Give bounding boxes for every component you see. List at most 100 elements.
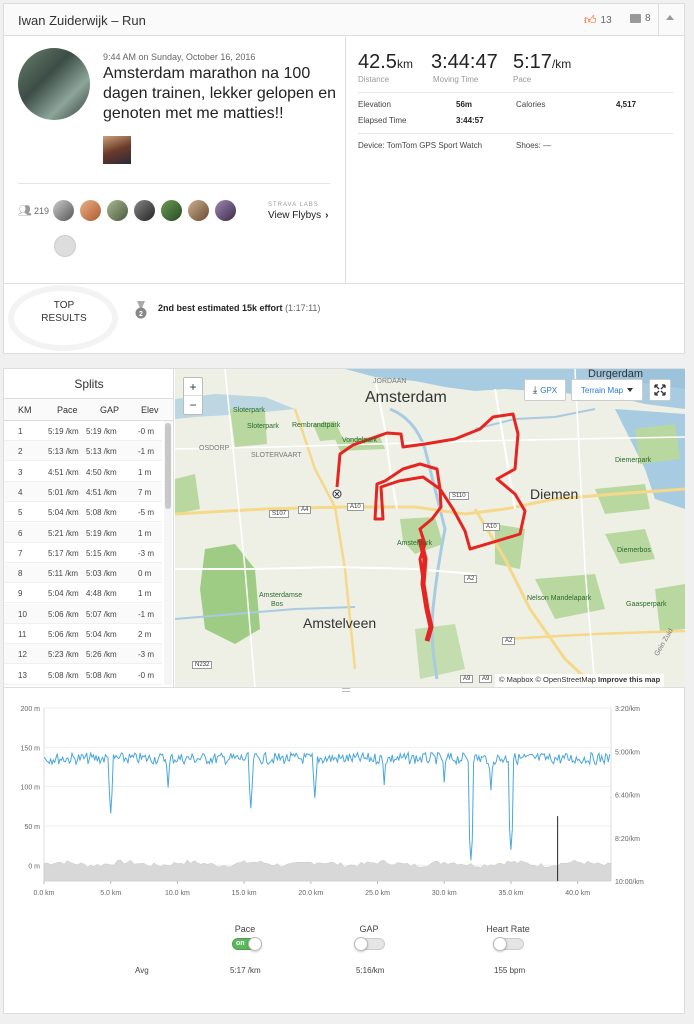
split-pace: 5:04 /km (48, 508, 79, 518)
gap-toggle[interactable] (354, 937, 385, 951)
athlete-avatar-small[interactable] (80, 200, 101, 221)
split-gap: 5:13 /km (86, 447, 117, 457)
toggle-knob (493, 937, 507, 951)
athlete-avatar-small[interactable] (134, 200, 155, 221)
resize-handle[interactable] (342, 688, 350, 692)
route-map[interactable]: Amsterdam Amstelveen Diemen Durgerdam JO… (175, 369, 685, 687)
split-elev: -5 m (138, 508, 154, 518)
mapbox-attribution-link[interactable]: © Mapbox (499, 675, 534, 684)
split-pace: 5:13 /km (48, 447, 79, 457)
comment-icon (630, 14, 641, 23)
y-left-tick-label: 200 m (21, 706, 41, 713)
road-shield-n232: N232 (192, 661, 213, 669)
split-row[interactable]: 4 5:01 /km 4:51 /km 7 m (4, 481, 162, 502)
split-row[interactable]: 13 5:08 /km 5:08 /km -0 m (4, 665, 162, 685)
improve-map-link[interactable]: Improve this map (598, 675, 661, 684)
zoom-out-button[interactable]: − (189, 398, 197, 412)
athlete-avatar-small[interactable] (161, 200, 182, 221)
map-type-dropdown[interactable]: Terrain Map (571, 379, 643, 401)
top-result-item[interactable]: 2nd best estimated 15k effort (1:17:11) (158, 303, 320, 313)
collapse-caret-icon[interactable] (666, 15, 674, 20)
x-tick-label: 35.0 km (498, 890, 523, 897)
pace-unit: /km (551, 57, 572, 71)
split-row[interactable]: 1 5:19 /km 5:19 /km -0 m (4, 421, 162, 441)
divider (4, 687, 684, 688)
activity-photo-thumbnail[interactable] (103, 136, 131, 164)
divider (18, 183, 330, 184)
split-row[interactable]: 8 5:11 /km 5:03 /km 0 m (4, 563, 162, 584)
heart-rate-toggle-label: Heart Rate (486, 924, 530, 934)
athlete-avatar-small[interactable] (107, 200, 128, 221)
splits-scrollbar-thumb[interactable] (165, 423, 171, 509)
splits-scrollbar[interactable] (164, 421, 172, 685)
pace-stat: 5:17/km (513, 51, 571, 74)
y-left-tick-label: 50 m (24, 824, 40, 831)
x-tick-label: 15.0 km (232, 890, 257, 897)
split-row[interactable]: 3 4:51 /km 4:50 /km 1 m (4, 462, 162, 482)
kudos-button[interactable]: 👍︎ 13 (584, 13, 612, 28)
split-pace: 5:06 /km (48, 609, 79, 619)
x-tick-label: 30.0 km (432, 890, 457, 897)
y-left-tick-label: 150 m (21, 745, 41, 752)
athlete-avatar-small[interactable] (188, 200, 209, 221)
athlete-avatar[interactable] (18, 48, 90, 120)
split-row[interactable]: 11 5:06 /km 5:04 /km 2 m (4, 624, 162, 644)
splits-header-gap: GAP (100, 405, 120, 415)
split-row[interactable]: 6 5:21 /km 5:19 /km 1 m (4, 522, 162, 543)
device-info: Device: TomTom GPS Sport Watch (358, 141, 483, 150)
map-label-slotervaart: SLOTERVAART (251, 452, 302, 459)
split-elev: 2 m (138, 630, 152, 639)
split-elev: -0 m (138, 427, 154, 436)
split-gap: 4:51 /km (86, 487, 117, 497)
elevation-area (43, 859, 612, 882)
split-km: 5 (18, 508, 23, 518)
map-label-vondelpark: Vondelpark (342, 437, 378, 444)
split-row[interactable]: 10 5:06 /km 5:07 /km -1 m (4, 603, 162, 624)
map-label-gaasperpark: Gaasperpark (626, 601, 667, 608)
split-gap: 4:48 /km (86, 589, 117, 599)
splits-title: Splits (4, 369, 173, 399)
moving-time-label: Moving Time (433, 75, 479, 84)
split-km: 1 (18, 427, 23, 436)
download-icon: ⤓ (532, 384, 538, 396)
athlete-avatar-small[interactable] (53, 200, 74, 221)
x-tick-label: 25.0 km (365, 890, 390, 897)
athlete-avatar-small[interactable] (215, 200, 236, 221)
gpx-label: GPX (540, 385, 558, 395)
view-flybys-link[interactable]: View Flybys › (268, 210, 329, 221)
activity-owner-title: Iwan Zuiderwijk – Run (18, 13, 146, 28)
splits-header-km: KM (18, 405, 32, 415)
split-row[interactable]: 2 5:13 /km 5:13 /km -1 m (4, 441, 162, 462)
heart-rate-avg-value: 155 bpm (494, 966, 526, 975)
split-row[interactable]: 9 5:04 /km 4:48 /km 1 m (4, 583, 162, 604)
split-elev: -1 m (138, 447, 154, 457)
expand-icon (654, 384, 666, 396)
splits-header-elev: Elev (141, 405, 159, 415)
header-divider (658, 4, 659, 36)
split-gap: 5:19 /km (86, 427, 117, 436)
export-gpx-button[interactable]: ⤓ GPX (524, 379, 566, 401)
split-row[interactable]: 5 5:04 /km 5:08 /km -5 m (4, 502, 162, 523)
split-row[interactable]: 12 5:23 /km 5:26 /km -3 m (4, 644, 162, 665)
map-canvas[interactable] (175, 369, 685, 687)
chart-plot-area (43, 707, 612, 882)
strava-labs-label: STRAVA LABS (268, 202, 319, 208)
fullscreen-button[interactable] (649, 379, 671, 401)
pace-elevation-chart[interactable]: 200 m 150 m 100 m 50 m 0 m 3:20/km 5:00/km 6:40… (4, 699, 684, 899)
split-gap: 5:15 /km (86, 548, 117, 558)
heart-rate-toggle[interactable] (493, 937, 524, 951)
split-elev: -3 m (138, 548, 154, 558)
pace-toggle[interactable]: on (232, 937, 262, 951)
shoes-info: Shoes: — (516, 141, 552, 150)
comments-button[interactable]: 8 (630, 13, 651, 24)
zoom-in-button[interactable]: + (184, 378, 202, 396)
y-left-tick-label: 100 m (21, 785, 41, 792)
split-pace: 5:19 /km (48, 427, 79, 436)
vertical-divider (345, 37, 346, 283)
athlete-avatar-placeholder[interactable] (54, 235, 76, 257)
split-gap: 5:04 /km (86, 630, 117, 639)
split-row[interactable]: 7 5:17 /km 5:15 /km -3 m (4, 543, 162, 563)
osm-attribution-link[interactable]: © OpenStreetMap (535, 675, 596, 684)
group-athlete-count[interactable]: 219 (33, 205, 49, 216)
road-shield-a10-east: A10 (483, 523, 500, 531)
